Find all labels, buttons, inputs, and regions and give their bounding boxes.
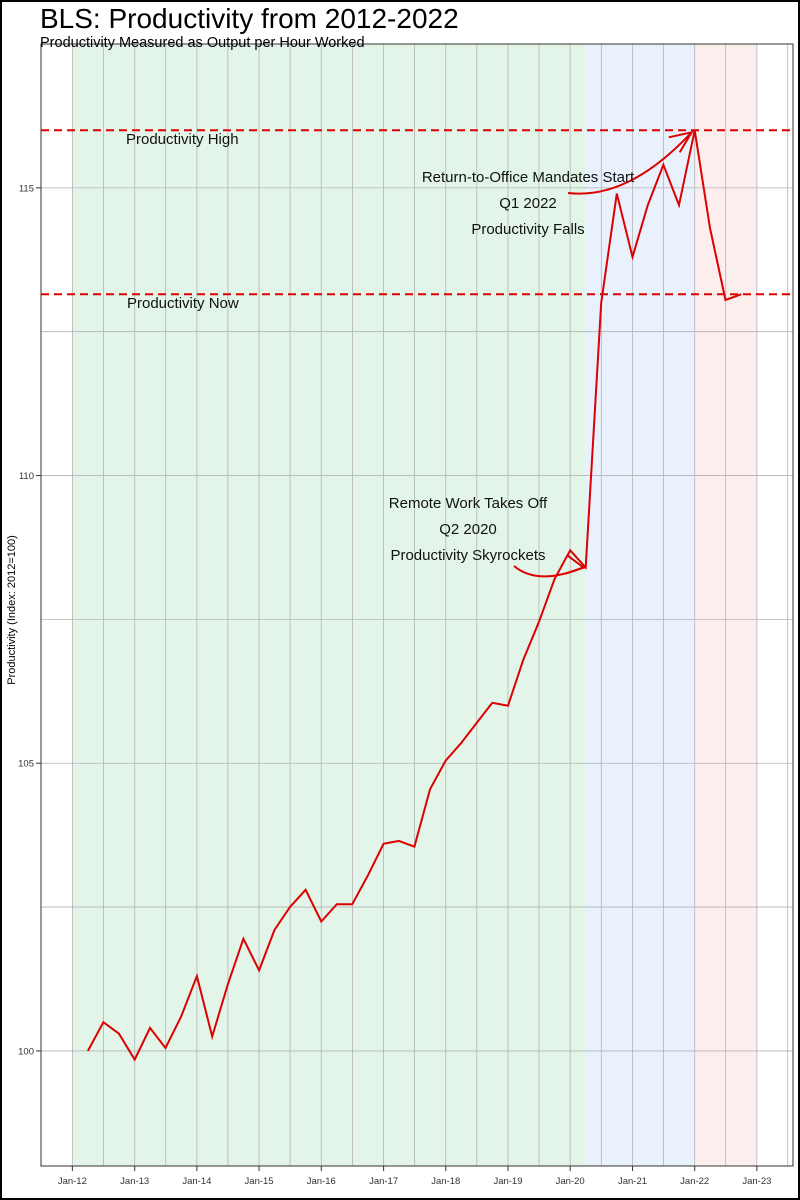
x-tick-label: Jan-19 xyxy=(493,1176,522,1187)
remote-label-line-2: Q2 2020 xyxy=(439,521,497,538)
x-tick-label: Jan-16 xyxy=(307,1176,336,1187)
x-tick-label: Jan-17 xyxy=(369,1176,398,1187)
productivity-now-label-line-1: Productivity Now xyxy=(127,295,239,312)
y-axis: 100 105 110 115 xyxy=(18,183,41,1057)
y-axis-title: Productivity (Index: 2012=100) xyxy=(6,535,18,685)
x-tick-label: Jan-12 xyxy=(58,1176,87,1187)
grid-lines xyxy=(41,44,793,1166)
remote-label-line-1: Remote Work Takes Off xyxy=(389,495,548,512)
chart-subtitle: Productivity Measured as Output per Hour… xyxy=(40,35,365,51)
rto-arrow xyxy=(567,132,692,195)
series-group xyxy=(87,130,742,1062)
rto-label-line-2: Q1 2022 xyxy=(499,195,557,212)
x-tick-label: Jan-20 xyxy=(556,1176,585,1187)
rto-arrow-head xyxy=(668,130,694,153)
remote-arrow-head xyxy=(565,554,586,575)
productivity-high-label-line-1: Productivity High xyxy=(126,131,239,148)
y-tick-label: 110 xyxy=(19,471,34,482)
x-axis: Jan-12 Jan-13 Jan-14 Jan-15 Jan-16 Jan-17 Jan-… xyxy=(58,1166,771,1187)
x-tick-label: Jan-22 xyxy=(680,1176,709,1187)
y-tick-label: 100 xyxy=(18,1046,34,1057)
remote-label-line-3: Productivity Skyrockets xyxy=(390,547,545,564)
x-tick-label: Jan-18 xyxy=(431,1176,460,1187)
shaded-region-2 xyxy=(585,44,695,1166)
reference-lines xyxy=(41,129,793,296)
x-tick-label: Jan-21 xyxy=(618,1176,647,1187)
annotations: Productivity High Productivity Now Return-… xyxy=(126,131,635,564)
shaded-regions xyxy=(72,44,757,1166)
annotation-arrows xyxy=(513,130,694,578)
rto-label-line-1: Return-to-Office Mandates Start xyxy=(422,169,635,186)
plot-border xyxy=(40,43,794,1167)
x-tick-label: Jan-15 xyxy=(245,1176,274,1187)
x-tick-label: Jan-14 xyxy=(182,1176,211,1187)
rto-label-line-3: Productivity Falls xyxy=(471,221,584,238)
chart-title: BLS: Productivity from 2012-2022 xyxy=(40,3,459,34)
shaded-region-1 xyxy=(72,44,586,1166)
series-line xyxy=(87,130,742,1062)
y-tick-label: 105 xyxy=(18,759,34,770)
x-tick-label: Jan-13 xyxy=(120,1176,149,1187)
x-tick-label: Jan-23 xyxy=(742,1176,771,1187)
y-tick-label: 115 xyxy=(19,183,34,194)
